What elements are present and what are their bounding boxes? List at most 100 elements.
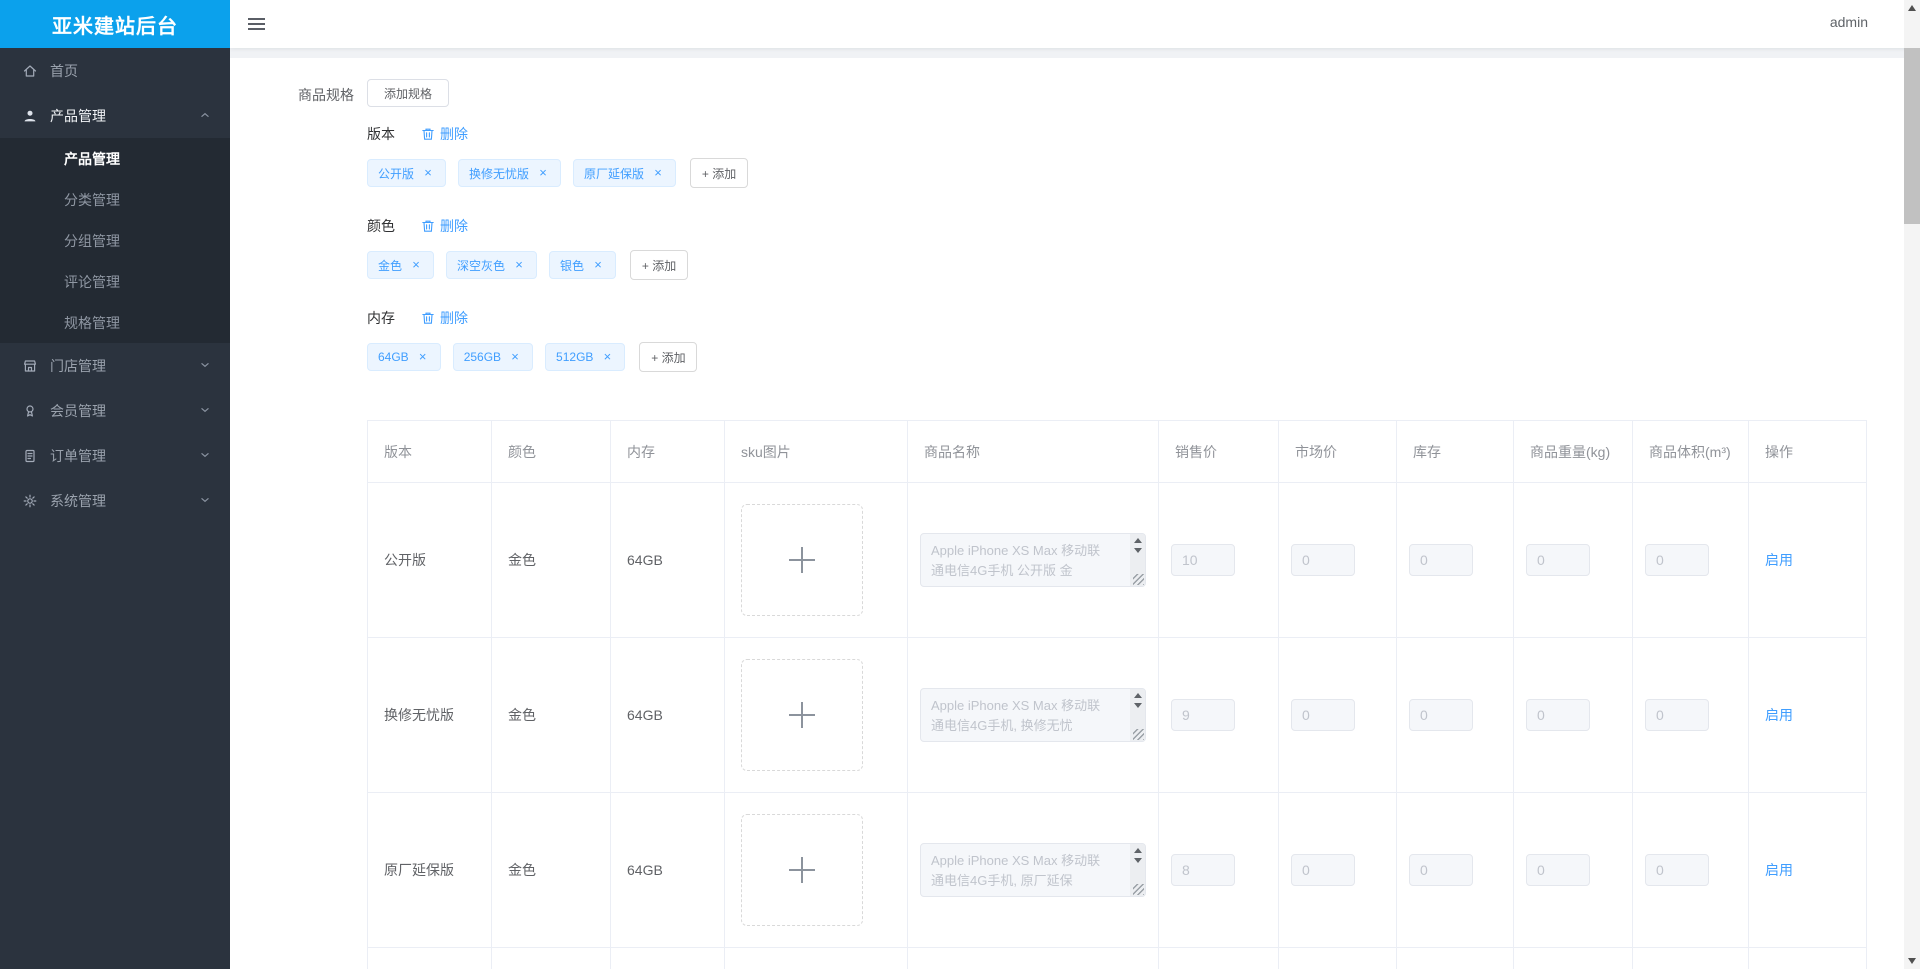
tag-close-icon[interactable]: ×	[654, 165, 662, 180]
product-name-textarea[interactable]: Apple iPhone XS Max 移动联通电信4G手机, 原厂延保	[920, 843, 1146, 897]
volume-input[interactable]	[1645, 854, 1709, 886]
product-name-textarea[interactable]: Apple iPhone XS Max 移动联通电信4G手机 公开版 金	[920, 533, 1146, 587]
medal-icon	[22, 403, 38, 419]
sidebar: 亚米建站后台 首页 产品管理 产品管理 分类管理 分组管理 评论管理 规格管理 门店管理 会员管…	[0, 0, 230, 969]
scroll-down-icon[interactable]	[1133, 858, 1142, 863]
tag-close-icon[interactable]: ×	[515, 257, 523, 272]
sidebar-subitem-spec[interactable]: 规格管理	[64, 314, 120, 331]
market_price-input[interactable]	[1291, 854, 1355, 886]
user-menu[interactable]: admin	[1829, 14, 1868, 30]
textarea-scrollbar[interactable]	[1130, 844, 1145, 896]
table-row	[367, 947, 1867, 969]
chevron-down-icon	[198, 448, 212, 462]
market_price-input[interactable]	[1291, 699, 1355, 731]
resize-grip-icon[interactable]	[1133, 884, 1144, 895]
sidebar-item-order[interactable]: 订单管理	[0, 433, 230, 478]
gear-icon	[22, 493, 38, 509]
stock-input[interactable]	[1409, 699, 1473, 731]
home-icon	[22, 63, 38, 79]
delete-spec-button[interactable]: 删除	[421, 216, 468, 236]
resize-grip-icon[interactable]	[1133, 729, 1144, 740]
add-tag-button[interactable]: + 添加	[690, 158, 749, 188]
column-header: 商品重量(kg)	[1513, 420, 1633, 483]
hamburger-menu-icon[interactable]	[248, 15, 266, 33]
column-header: 操作	[1748, 420, 1867, 483]
sidebar-item-label: 门店管理	[50, 357, 106, 374]
column-header: 市场价	[1278, 420, 1397, 483]
scroll-up-icon[interactable]	[1133, 693, 1142, 698]
table-row: 换修无忧版 金色 64GB Apple iPhone XS Max 移动联通电信4G手…	[367, 637, 1867, 793]
sidebar-subitem-comment[interactable]: 评论管理	[64, 273, 120, 290]
sidebar-item-product[interactable]: 产品管理	[0, 93, 230, 138]
scroll-up-icon[interactable]	[1133, 538, 1142, 543]
scroll-up-icon[interactable]	[1133, 848, 1142, 853]
sidebar-item-store[interactable]: 门店管理	[0, 343, 230, 388]
stock-input[interactable]	[1409, 854, 1473, 886]
scroll-down-icon[interactable]	[1133, 703, 1142, 708]
column-header: 版本	[367, 420, 492, 483]
volume-input[interactable]	[1645, 699, 1709, 731]
column-header: 商品体积(m³)	[1632, 420, 1749, 483]
tag-close-icon[interactable]: ×	[511, 349, 519, 364]
spec-tag: 金色 ×	[367, 251, 435, 279]
delete-spec-button[interactable]: 删除	[421, 124, 468, 144]
weight-input[interactable]	[1526, 854, 1590, 886]
sidebar-item-home[interactable]: 首页	[0, 48, 230, 93]
stock-input[interactable]	[1409, 544, 1473, 576]
tag-close-icon[interactable]: ×	[539, 165, 547, 180]
add-tag-button[interactable]: + 添加	[630, 250, 689, 280]
sale_price-input[interactable]	[1171, 699, 1235, 731]
tag-close-icon[interactable]: ×	[603, 349, 612, 364]
market_price-input[interactable]	[1291, 544, 1355, 576]
add-spec-button[interactable]: 添加规格	[367, 79, 449, 107]
version-cell: 原厂延保版	[384, 862, 454, 878]
delete-spec-button[interactable]: 删除	[421, 308, 468, 328]
sku-image-upload[interactable]	[741, 814, 863, 926]
sidebar-item-member[interactable]: 会员管理	[0, 388, 230, 433]
weight-input[interactable]	[1526, 544, 1590, 576]
table-row: 公开版 金色 64GB Apple iPhone XS Max 移动联通电信4G手机 …	[367, 482, 1867, 638]
sku-table: 版本 颜色 内存 sku图片 商品名称 销售价 市场价 库存 商品重量(kg) 商品体积(m³) 操…	[367, 420, 1867, 969]
sale_price-input[interactable]	[1171, 854, 1235, 886]
chevron-down-icon	[198, 403, 212, 417]
resize-grip-icon[interactable]	[1133, 574, 1144, 585]
column-header: 销售价	[1158, 420, 1279, 483]
product-name-textarea[interactable]: Apple iPhone XS Max 移动联通电信4G手机, 换修无忧	[920, 688, 1146, 742]
scrollbar-thumb[interactable]	[1904, 48, 1920, 224]
textarea-scrollbar[interactable]	[1130, 689, 1145, 741]
spec-group-name: 内存	[367, 310, 395, 326]
chevron-up-icon	[198, 108, 212, 122]
sku-image-upload[interactable]	[741, 504, 863, 616]
scrollbar-up-icon[interactable]	[1904, 0, 1920, 16]
column-header: 商品名称	[907, 420, 1159, 483]
enable-link[interactable]: 启用	[1765, 707, 1793, 723]
sidebar-menu: 首页 产品管理 产品管理 分类管理 分组管理 评论管理 规格管理 门店管理 会员管理 订单管理 系统…	[0, 48, 230, 523]
sidebar-subitem-product-list[interactable]: 产品管理	[64, 150, 120, 167]
scroll-down-icon[interactable]	[1133, 548, 1142, 553]
sidebar-item-label: 系统管理	[50, 492, 106, 509]
page-scrollbar[interactable]	[1904, 0, 1920, 969]
sku-image-upload[interactable]	[741, 659, 863, 771]
sidebar-subitem-category[interactable]: 分类管理	[64, 191, 120, 208]
volume-input[interactable]	[1645, 544, 1709, 576]
weight-input[interactable]	[1526, 699, 1590, 731]
textarea-scrollbar[interactable]	[1130, 534, 1145, 586]
add-tag-button[interactable]: + 添加	[639, 342, 698, 372]
sale_price-input[interactable]	[1171, 544, 1235, 576]
page-background-strip	[230, 48, 1920, 58]
tag-close-icon[interactable]: ×	[412, 257, 420, 272]
spec-tag: 银色 ×	[549, 251, 617, 279]
sidebar-subitem-group[interactable]: 分组管理	[64, 232, 120, 249]
tag-close-icon[interactable]: ×	[424, 165, 432, 180]
sidebar-item-system[interactable]: 系统管理	[0, 478, 230, 523]
spec-tag: 公开版 ×	[367, 159, 447, 187]
scrollbar-down-icon[interactable]	[1908, 958, 1916, 964]
memory-cell: 64GB	[627, 862, 663, 878]
tag-close-icon[interactable]: ×	[418, 349, 427, 364]
color-cell: 金色	[508, 862, 536, 878]
enable-link[interactable]: 启用	[1765, 552, 1793, 568]
enable-link[interactable]: 启用	[1765, 862, 1793, 878]
column-header: 库存	[1396, 420, 1514, 483]
spec-group: 内存 删除 64GB × 256GB × 512GB × + 添加	[367, 308, 748, 372]
tag-close-icon[interactable]: ×	[594, 257, 602, 272]
